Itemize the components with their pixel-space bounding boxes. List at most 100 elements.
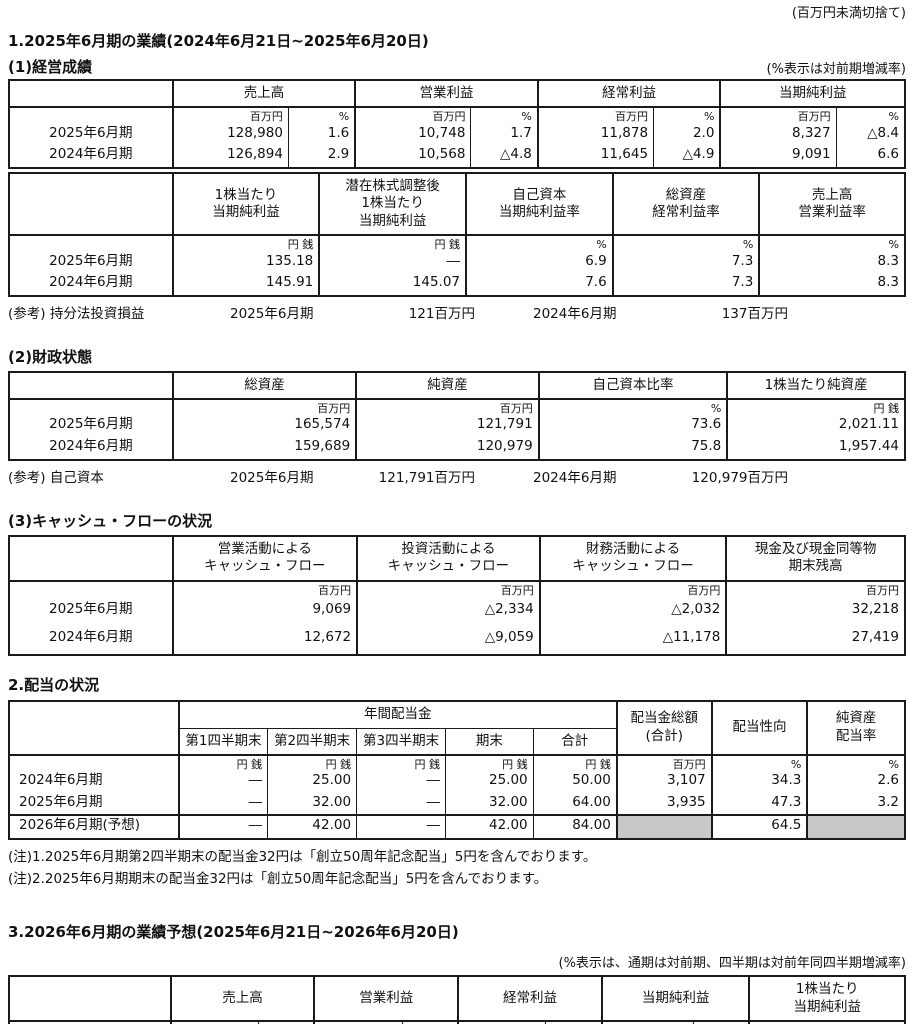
data-cell: 128,980 xyxy=(171,123,289,146)
unit-label: % xyxy=(545,1021,602,1024)
data-cell: ― xyxy=(356,814,446,839)
rounding-note: (百万円未満切捨て) xyxy=(791,6,906,21)
data-cell: 126,894 xyxy=(171,145,289,168)
column-header: 現金及び現金同等物 期末残高 xyxy=(725,535,905,582)
column-header: 第2四半期末 xyxy=(267,728,357,757)
unit-label: 円 銭 xyxy=(318,235,467,252)
unit-label: 円 銭 xyxy=(356,755,446,772)
data-cell: 6.6 xyxy=(835,145,905,168)
unit-label: 円 銭 xyxy=(748,1021,905,1024)
data-cell: 8.3 xyxy=(758,251,905,274)
column-header: 当期純利益 xyxy=(719,79,905,109)
unit-label xyxy=(9,107,173,123)
unit-label: 円 銭 xyxy=(267,755,357,772)
data-cell: ― xyxy=(356,792,446,816)
data-cell xyxy=(615,814,712,839)
data-cell: 10,748 xyxy=(354,123,471,146)
data-cell: 32.00 xyxy=(267,792,357,816)
column-header: 総資産 xyxy=(171,371,357,401)
column-header: 売上高 営業利益率 xyxy=(758,172,905,237)
data-cell: 3.2 xyxy=(806,792,905,816)
row-label: 2024年6月期 xyxy=(49,438,133,454)
unit-label: 百万円 xyxy=(725,580,905,597)
table-forecast: 売上高営業利益経常利益当期純利益1株当たり当期純利益百万円%百万円%百万円%百万… xyxy=(8,975,906,1024)
unit-label: % xyxy=(287,107,356,124)
spacer xyxy=(8,322,906,346)
column-header: 第1四半期末 xyxy=(177,728,268,757)
percent-note-forecast: (%表示は、通期は対前期、四半期は対前年同四半期増減率) xyxy=(558,956,907,972)
table-operating-results: 売上高 営業利益 経常利益 当期純利益 百万円% 百万円% 百万円% 百万円% 2025年6月期… xyxy=(8,78,906,169)
unit-label: 百万円 xyxy=(536,107,654,124)
row-label: 2025年6月期 xyxy=(19,793,103,810)
data-cell: 10,568 xyxy=(354,145,471,168)
data-cell: 1.6 xyxy=(287,123,356,146)
data-cell: 47.3 xyxy=(710,792,808,816)
data-cell: 3,935 xyxy=(615,792,712,816)
unit-label: % xyxy=(611,235,760,252)
unit-label xyxy=(9,581,173,597)
unit-label: 百万円 xyxy=(171,399,357,416)
section1-1-heading-row: (1)経営成績 (%表示は対前期増減率) xyxy=(8,56,906,77)
ref-label: (参考) 持分法投資損益 xyxy=(8,305,145,322)
data-cell: △2,334 xyxy=(356,596,540,626)
data-cell: 32.00 xyxy=(445,792,534,816)
data-cell: 73.6 xyxy=(537,415,728,437)
data-cell: 121,791 xyxy=(355,415,539,437)
unit-label: % xyxy=(470,107,538,124)
data-cell: 25.00 xyxy=(445,771,534,793)
data-cell: 145.91 xyxy=(171,273,320,296)
ref-period-1: 2025年6月期 xyxy=(230,305,314,322)
data-cell: 64.00 xyxy=(532,792,617,816)
data-cell: 1,957.44 xyxy=(726,437,905,460)
column-header: 配当金総額 (合計) xyxy=(615,700,712,757)
data-cell: ― xyxy=(177,792,268,816)
dividends-table-container: 年間配当金 配当金総額 (合計) 配当性向 純資産 配当率 第1四半期末 第2四半期末 第3四半… xyxy=(8,699,906,840)
column-header: 経常利益 xyxy=(457,976,602,1023)
data-cell: 64.5 xyxy=(710,814,808,839)
data-cell: △4.9 xyxy=(653,145,721,168)
row-label: 2025年6月期 xyxy=(49,252,133,269)
ref-value-1: 121,791百万円 xyxy=(378,469,475,486)
column-header: 営業利益 xyxy=(354,79,538,109)
unit-label: % xyxy=(758,235,905,252)
row-label: 2024年6月期 xyxy=(19,772,103,789)
unit-label xyxy=(9,755,179,771)
unit-label: % xyxy=(465,235,613,252)
data-cell: 2.0 xyxy=(653,123,721,146)
ref-period-1: 2025年6月期 xyxy=(230,469,314,486)
data-cell: 25.00 xyxy=(267,771,357,793)
data-cell: △9,059 xyxy=(356,625,540,655)
percent-note-operating: (%表示は対前期増減率) xyxy=(766,61,907,77)
row-label: 2025年6月期 xyxy=(49,416,133,433)
data-cell: 145.07 xyxy=(318,273,467,296)
table-financial-position: 総資産 純資産 自己資本比率 1株当たり純資産 百万円 百万円% 円 銭 2025年6月期 16… xyxy=(8,370,906,461)
data-cell: 8,327 xyxy=(719,123,837,146)
unit-label: % xyxy=(693,1021,750,1024)
row-label: 2024年6月期 xyxy=(49,274,133,291)
unit-label: 円 銭 xyxy=(532,755,617,772)
unit-label: 円 銭 xyxy=(445,755,534,772)
ref-value-1: 121百万円 xyxy=(408,305,475,322)
unit-label: 百万円 xyxy=(600,1021,694,1024)
unit-label: 百万円 xyxy=(313,1021,403,1024)
column-header: 売上高 xyxy=(171,79,356,109)
ref-period-2: 2024年6月期 xyxy=(533,469,617,486)
spacer xyxy=(8,890,906,914)
unit-label: 百万円 xyxy=(171,107,289,124)
data-cell: 11,645 xyxy=(536,145,654,168)
column-header: 純資産 配当率 xyxy=(806,700,905,757)
unit-label: % xyxy=(401,1021,459,1024)
dividend-notes: (注)1.2025年6月期第2四半期末の配当金32円は「創立50周年記念配当」5… xyxy=(8,846,906,891)
column-header xyxy=(9,535,173,582)
ref-equity-method-income: (参考) 持分法投資損益 2025年6月期 121百万円 2024年6月期 13… xyxy=(8,302,906,322)
unit-label: % xyxy=(710,755,808,772)
unit-label: 百万円 xyxy=(538,580,727,597)
column-header: 第3四半期末 xyxy=(356,728,446,757)
data-cell: △8.4 xyxy=(835,123,905,146)
data-cell: 32,218 xyxy=(725,596,905,626)
section1-1-title: (1)経営成績 xyxy=(8,57,93,76)
data-cell: 2.6 xyxy=(806,771,905,793)
column-header: 純資産 xyxy=(355,371,539,401)
column-header: 財務活動による キャッシュ・フロー xyxy=(538,535,727,582)
data-cell: 50.00 xyxy=(532,771,617,793)
